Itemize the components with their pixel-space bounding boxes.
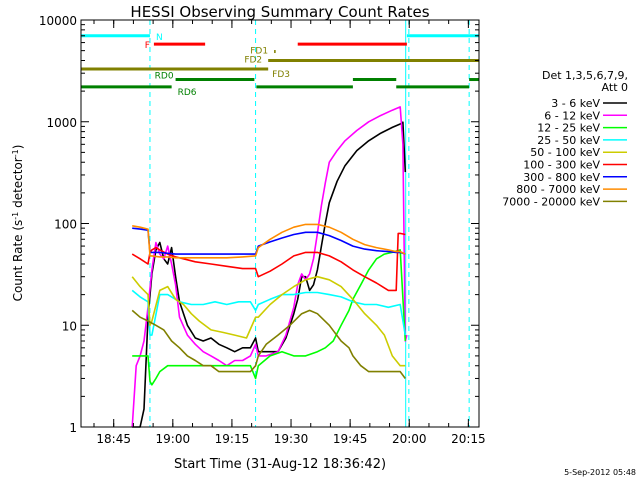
series-line-9 xyxy=(131,309,406,379)
flag-label-f: F xyxy=(145,41,150,51)
series-line-5 xyxy=(131,275,406,367)
x-tick-label-2: 19:00 xyxy=(156,432,191,446)
x-tick-label-6: 20:00 xyxy=(392,432,427,446)
flag-label-rd0: RD0 xyxy=(155,72,174,82)
footer-date: 5-Sep-2012 05:48 xyxy=(564,468,636,477)
plot-frame xyxy=(80,19,480,428)
flag-label-n: N xyxy=(156,33,163,43)
x-tick-label-3: 19:15 xyxy=(215,432,250,446)
chart-title: HESSI Observing Summary Count Rates xyxy=(130,3,429,21)
flag-label-fd1: FD1 xyxy=(250,47,268,57)
y-tick-label-4: 1000 xyxy=(46,116,77,130)
legend-label-7: 300 - 800 keV xyxy=(523,171,600,184)
x-axis-label: Start Time (31-Aug-12 18:36:42) xyxy=(174,457,386,472)
legend-label-6: 100 - 300 keV xyxy=(523,159,600,172)
series-line-7 xyxy=(132,227,406,255)
legend-label-8: 800 - 7000 keV xyxy=(516,183,600,196)
legend-label-1: 3 - 6 keV xyxy=(551,97,600,110)
y-axis-label-middle: detector xyxy=(11,157,25,212)
y-tick-label-5: 10000 xyxy=(39,14,77,28)
flag-label-rd6: RD6 xyxy=(178,88,197,98)
x-tick-label-7: 20:15 xyxy=(451,432,486,446)
legend-label-5: 50 - 100 keV xyxy=(530,146,600,159)
y-tick-label-3: 100 xyxy=(54,218,77,232)
flag-label-fd2: FD2 xyxy=(244,55,262,65)
series-lines xyxy=(131,106,408,428)
series-line-8 xyxy=(132,223,406,259)
y-axis-label-end: ) xyxy=(11,145,25,150)
legend-label-4: 25 - 50 keV xyxy=(537,134,600,147)
y-tick-label-1: 1 xyxy=(69,421,77,435)
x-tick-label-4: 19:30 xyxy=(274,432,309,446)
legend-label-2: 6 - 12 keV xyxy=(544,109,600,122)
flag-label-fd3: FD3 xyxy=(272,70,290,80)
series-line-2 xyxy=(131,106,408,428)
y-tick-label-2: 10 xyxy=(62,319,77,333)
series-line-6 xyxy=(131,232,406,292)
y-axis-label-exponent-1: -1 xyxy=(11,212,20,220)
y-axis-label-exponent-2: -1 xyxy=(11,149,20,157)
y-axis-label-main: Count Rate (s xyxy=(11,220,25,302)
axis-ticks: 18:45 19:00 19:15 19:30 19:45 20:00 20:15 1 10 10… xyxy=(39,14,486,446)
legend-label-3: 12 - 25 keV xyxy=(537,122,600,135)
y-axis-label: Count Rate (s-1 detector-1) xyxy=(11,145,26,302)
legend-header-2: Att 0 xyxy=(602,81,628,94)
x-tick-label-1: 18:45 xyxy=(96,432,131,446)
x-tick-label-5: 19:45 xyxy=(333,432,368,446)
legend-header-1: Det 1,3,5,6,7,9, xyxy=(542,69,628,82)
legend-label-9: 7000 - 20000 keV xyxy=(502,195,600,208)
